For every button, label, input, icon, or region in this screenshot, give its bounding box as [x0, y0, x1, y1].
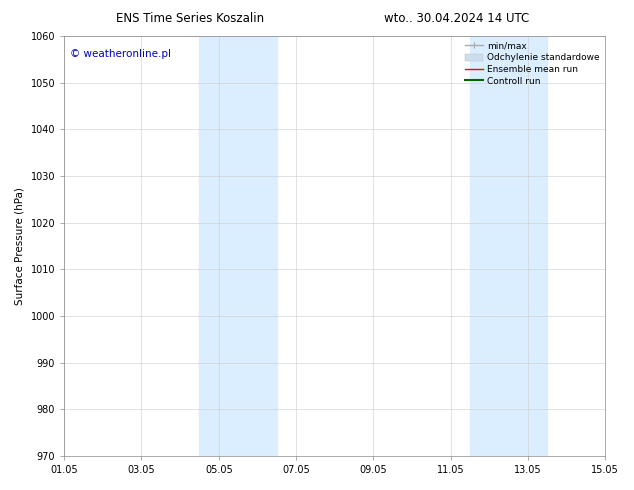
- Text: ENS Time Series Koszalin: ENS Time Series Koszalin: [116, 12, 264, 25]
- Bar: [200, 36, 276, 456]
- Bar: [470, 36, 547, 456]
- Y-axis label: Surface Pressure (hPa): Surface Pressure (hPa): [15, 187, 25, 305]
- Text: © weatheronline.pl: © weatheronline.pl: [70, 49, 171, 59]
- Text: wto.. 30.04.2024 14 UTC: wto.. 30.04.2024 14 UTC: [384, 12, 529, 25]
- Legend: min/max, Odchylenie standardowe, Ensemble mean run, Controll run: min/max, Odchylenie standardowe, Ensembl…: [462, 38, 604, 89]
